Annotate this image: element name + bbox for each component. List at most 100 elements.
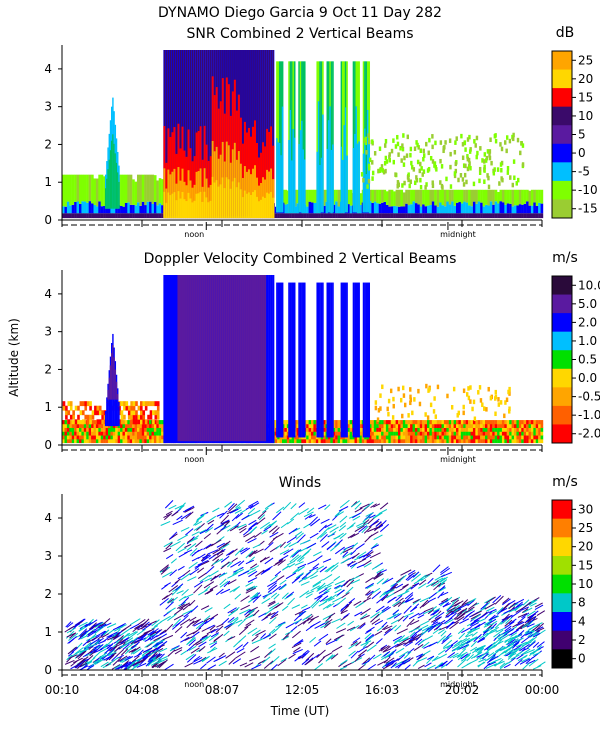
data-cell [66,213,70,219]
data-cell [383,213,387,219]
data-cell [408,183,411,189]
data-cell [516,205,520,214]
data-cell [497,435,500,440]
data-cell [93,431,97,436]
data-cell [127,438,130,444]
wind-barb [73,657,83,664]
data-cell [337,427,341,432]
data-cell [78,435,82,440]
data-cell [400,420,404,425]
data-cell [503,413,506,419]
data-cell [427,205,430,214]
wind-barb [296,534,306,543]
data-cell [456,423,459,428]
data-cell [506,189,510,204]
data-cell [322,282,324,438]
x-axis-title: Time (UT) [270,704,330,718]
wind-barb [100,630,107,637]
wind-barb [71,650,82,657]
wind-barb [306,507,315,514]
data-cell [397,438,401,444]
wind-barb [528,658,539,667]
data-cell [509,435,512,440]
data-cell [461,142,465,147]
data-cell [395,420,399,425]
data-cell [401,183,404,188]
data-cell [499,142,502,147]
wind-barb [402,659,411,665]
data-cell [434,427,437,432]
data-cell [110,213,114,219]
data-cell [419,213,423,219]
wind-barb [113,663,123,670]
wind-barb [91,647,98,654]
data-cell [115,374,118,427]
data-cell [451,189,454,202]
data-cell [107,213,111,219]
wind-barb [335,546,345,555]
wind-barb [519,658,531,665]
wind-barb [147,630,155,636]
wind-barb [510,654,520,660]
data-cell [501,431,505,436]
data-cell [516,435,520,440]
data-cell [103,431,106,436]
wind-barb [264,503,273,510]
data-cell [480,213,483,219]
data-cell [396,134,399,140]
data-cell [419,177,422,183]
data-cell [407,205,411,214]
wind-barb [197,553,206,560]
wind-barb [366,584,374,590]
colorbar-swatch [552,500,572,520]
data-cell [108,159,110,209]
data-cell [286,438,290,444]
wind-barb [252,544,261,549]
data-cell [523,420,527,425]
data-cell [393,438,396,444]
data-cell [276,138,278,213]
data-cell [83,435,87,440]
colorbar-swatch [552,612,572,632]
wind-barb [316,530,326,540]
data-cell [330,438,333,444]
data-cell [298,61,300,213]
data-cell [419,435,423,440]
data-cell [69,414,73,420]
data-cell [516,137,520,143]
panel-1: Doppler Velocity Combined 2 Vertical Bea… [44,250,600,464]
data-cell [355,282,358,438]
data-cell [431,180,434,185]
wind-barb [169,569,178,577]
data-cell [132,405,136,411]
data-cell [76,174,80,202]
data-cell [526,423,529,428]
wind-barb [458,632,466,640]
wind-barb [503,663,511,669]
wind-barb [208,570,219,577]
wind-barb [290,503,297,510]
data-cell [476,150,479,156]
data-cell [365,150,368,155]
data-cell [117,431,121,436]
wind-barb [449,652,459,659]
wind-barb [456,643,466,651]
data-cell [106,178,108,209]
data-cell [303,213,307,219]
data-cell [276,61,278,213]
data-cell [514,431,517,436]
wind-barb [239,608,251,615]
data-cell [379,406,382,411]
wind-barb [158,647,168,653]
wind-barb [232,618,239,624]
data-cell [129,438,133,444]
wind-barb [349,562,358,568]
wind-barb [220,555,230,563]
data-cell [281,213,285,219]
wind-barb [328,594,337,601]
wind-barb [330,543,340,552]
data-cell [132,213,135,219]
wind-barb [66,627,76,634]
wind-barb [463,609,474,615]
data-cell [446,213,449,219]
